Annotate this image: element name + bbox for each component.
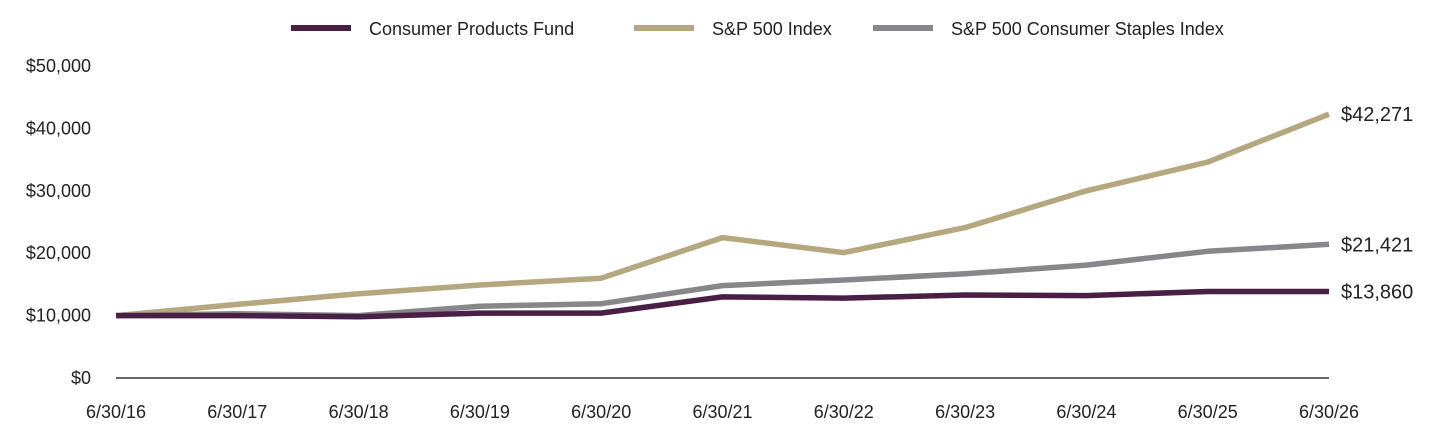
- x-axis-ticks: 6/30/16 6/30/17 6/30/18 6/30/19 6/30/20 6/30/…: [86, 402, 1359, 422]
- x-tick-label: 6/30/18: [329, 402, 389, 422]
- x-tick-label: 6/30/19: [450, 402, 510, 422]
- series-line-2: [115, 241, 1330, 319]
- x-tick-label: 6/30/23: [935, 402, 995, 422]
- legend-label-2: S&P 500 Consumer Staples Index: [951, 19, 1224, 39]
- series-end-label-2: $21,421: [1341, 234, 1413, 256]
- series-lines: [115, 111, 1331, 320]
- x-tick-label: 6/30/22: [814, 402, 874, 422]
- x-tick-label: 6/30/24: [1056, 402, 1116, 422]
- y-tick-label: $0: [71, 368, 91, 388]
- series-line-1: [115, 111, 1331, 319]
- series-end-label-0: $13,860: [1341, 282, 1413, 304]
- x-tick-label: 6/30/20: [571, 402, 631, 422]
- y-tick-label: $30,000: [26, 181, 91, 201]
- series-end-labels: $13,860 $42,271 $21,421: [1341, 104, 1413, 303]
- legend-label-1: S&P 500 Index: [712, 19, 832, 39]
- y-tick-label: $20,000: [26, 243, 91, 263]
- legend-label-0: Consumer Products Fund: [369, 19, 574, 39]
- x-tick-label: 6/30/17: [207, 402, 267, 422]
- legend: Consumer Products Fund S&P 500 Index S&P 5…: [291, 19, 1224, 39]
- y-axis-ticks: $0 $10,000 $20,000 $30,000 $40,000 $50,000: [26, 56, 91, 388]
- y-tick-label: $40,000: [26, 118, 91, 138]
- x-tick-label: 6/30/16: [86, 402, 146, 422]
- x-tick-label: 6/30/26: [1299, 402, 1359, 422]
- y-tick-label: $50,000: [26, 56, 91, 76]
- series-line-0: [116, 288, 1329, 320]
- y-tick-label: $10,000: [26, 306, 91, 326]
- series-end-label-1: $42,271: [1341, 104, 1413, 126]
- x-tick-label: 6/30/21: [692, 402, 752, 422]
- x-tick-label: 6/30/25: [1178, 402, 1238, 422]
